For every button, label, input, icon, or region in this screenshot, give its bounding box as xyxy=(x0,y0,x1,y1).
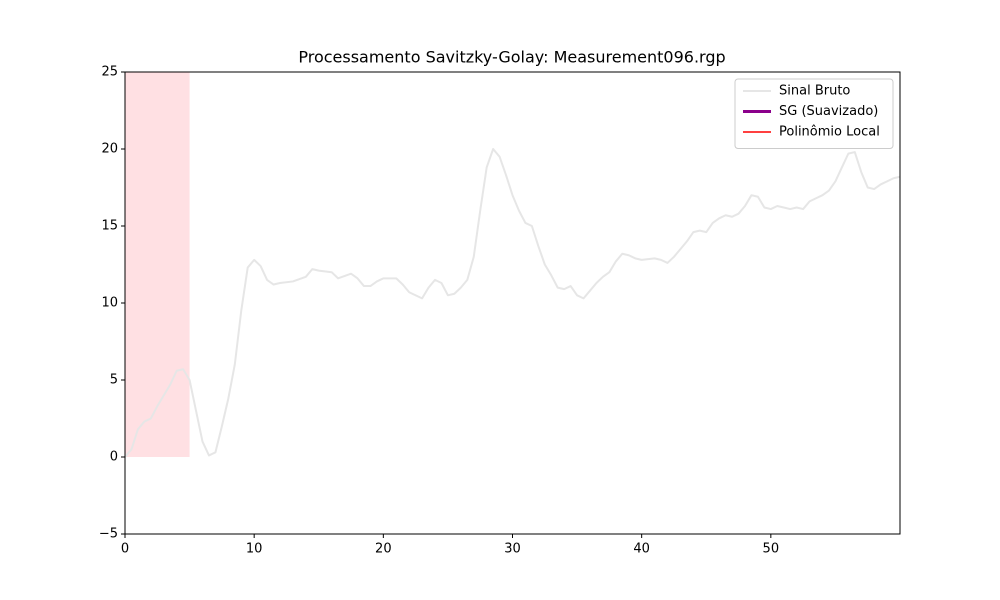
legend-box xyxy=(734,78,894,149)
y-tick-label: 0 xyxy=(110,450,118,465)
x-tick-label: 40 xyxy=(633,542,650,557)
chart-title: Processamento Savitzky-Golay: Measuremen… xyxy=(298,48,725,67)
x-tick-label: 50 xyxy=(763,542,780,557)
data-line xyxy=(124,148,901,458)
x-tick-label: 30 xyxy=(504,542,521,557)
y-tick-label: 15 xyxy=(101,219,118,234)
legend-label: SG (Suavizado) xyxy=(779,104,878,119)
x-tick-label: 10 xyxy=(246,542,263,557)
x-tick-label: 0 xyxy=(121,542,129,557)
y-tick-label: 10 xyxy=(101,296,118,311)
highlight-span xyxy=(125,72,190,457)
x-tick-label: 20 xyxy=(375,542,392,557)
y-tick-label: 20 xyxy=(101,142,118,157)
y-tick-label: 25 xyxy=(101,65,118,80)
legend-label: Polinômio Local xyxy=(779,125,880,140)
y-tick-label: 5 xyxy=(110,373,118,388)
y-tick-label: −5 xyxy=(99,527,118,542)
legend-label: Sinal Bruto xyxy=(779,84,850,99)
